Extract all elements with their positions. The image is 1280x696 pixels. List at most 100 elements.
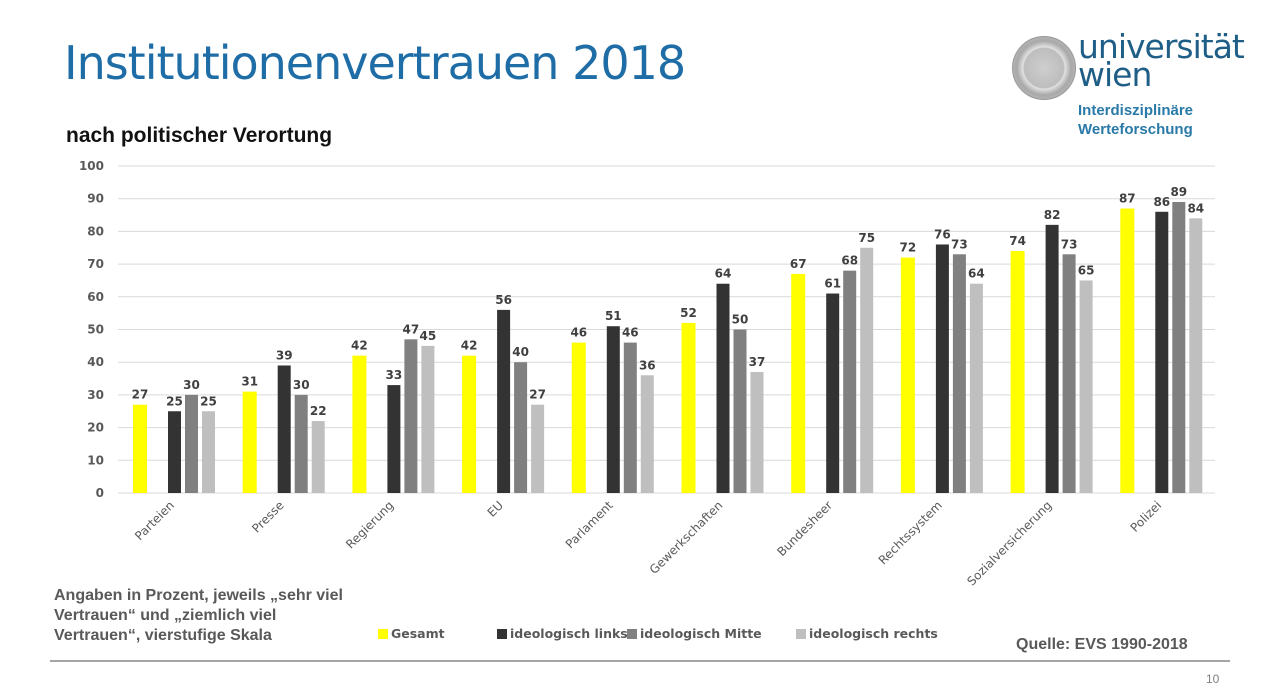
y-tick-label: 40 xyxy=(87,355,104,369)
data-label: 75 xyxy=(858,231,875,245)
data-label: 64 xyxy=(968,267,985,281)
data-label: 74 xyxy=(1009,234,1026,248)
y-tick-label: 80 xyxy=(87,224,104,238)
bar xyxy=(1189,218,1203,493)
bar xyxy=(531,404,545,493)
legend-item-gesamt: Gesamt xyxy=(378,626,445,641)
legend-swatch-mitte xyxy=(627,628,637,639)
data-label: 45 xyxy=(420,329,437,343)
data-label: 40 xyxy=(512,345,529,359)
bar xyxy=(1045,224,1059,494)
legend-label-mitte: ideologisch Mitte xyxy=(640,626,762,641)
source-citation: Quelle: EVS 1990-2018 xyxy=(1016,636,1188,653)
data-label: 31 xyxy=(241,375,258,389)
legend-item-mitte: ideologisch Mitte xyxy=(627,626,762,641)
x-tick-label: Regierung xyxy=(343,498,396,551)
bar xyxy=(843,270,857,493)
data-label: 56 xyxy=(495,293,512,307)
slide-title: Institutionenvertrauen 2018 xyxy=(64,36,686,90)
bar xyxy=(497,309,511,493)
university-seal-icon xyxy=(1012,36,1076,100)
data-label: 36 xyxy=(639,358,656,372)
data-label: 86 xyxy=(1153,195,1170,209)
y-tick-label: 60 xyxy=(87,290,104,304)
y-tick-label: 20 xyxy=(87,421,104,435)
bar xyxy=(352,355,367,493)
bar xyxy=(462,355,477,493)
data-label: 25 xyxy=(166,394,183,408)
bar xyxy=(571,342,586,493)
bar xyxy=(514,362,528,493)
bar xyxy=(1120,208,1135,493)
x-tick-label: EU xyxy=(485,498,506,519)
legend-label-links: ideologisch links xyxy=(510,626,628,641)
bar xyxy=(185,394,198,493)
data-label: 25 xyxy=(200,394,217,408)
bar xyxy=(277,365,291,493)
bar xyxy=(860,247,874,493)
bar xyxy=(606,326,620,493)
data-label: 51 xyxy=(605,309,622,323)
legend-item-links: ideologisch links xyxy=(497,626,628,641)
data-label: 30 xyxy=(293,378,310,392)
data-label: 64 xyxy=(715,267,732,281)
bar xyxy=(294,394,308,493)
bar xyxy=(387,385,401,493)
logo-unit-line1: Interdisziplinäre xyxy=(1078,102,1194,119)
data-label: 30 xyxy=(183,378,200,392)
bar xyxy=(750,372,764,493)
data-label: 73 xyxy=(951,237,968,251)
bar xyxy=(1172,201,1186,493)
data-label: 76 xyxy=(934,227,951,241)
bar xyxy=(791,273,806,493)
data-label: 72 xyxy=(900,241,917,255)
bar xyxy=(421,345,435,493)
data-label: 73 xyxy=(1061,237,1078,251)
y-tick-label: 30 xyxy=(87,388,104,402)
bar xyxy=(133,404,147,493)
bar xyxy=(623,342,637,493)
y-tick-label: 50 xyxy=(87,323,104,337)
bar xyxy=(716,283,730,493)
data-label: 37 xyxy=(749,355,766,369)
bar xyxy=(952,254,966,493)
bar xyxy=(826,293,840,493)
data-label: 47 xyxy=(403,322,420,336)
x-tick-label: Gewerkschaften xyxy=(647,498,726,577)
university-logo: universität wien Interdisziplinäre Werte… xyxy=(1012,30,1245,146)
data-label: 46 xyxy=(570,326,587,340)
bar xyxy=(969,283,983,493)
x-tick-label: Polizei xyxy=(1128,498,1165,535)
logo-unit-line2: Werteforschung xyxy=(1078,121,1193,138)
chart-subtitle: nach politischer Verortung xyxy=(66,124,333,147)
bar xyxy=(640,375,654,493)
y-tick-label: 90 xyxy=(87,192,104,206)
y-tick-label: 100 xyxy=(79,159,104,173)
bar xyxy=(168,411,181,493)
x-tick-label: Bundesheer xyxy=(774,498,835,559)
bar xyxy=(900,257,915,493)
bar xyxy=(202,411,215,493)
legend-swatch-rechts xyxy=(796,628,806,639)
chart-note: Angaben in Prozent, jeweils „sehr viel V… xyxy=(54,587,343,644)
data-label: 33 xyxy=(386,368,403,382)
bar xyxy=(935,244,949,493)
data-label: 52 xyxy=(680,306,697,320)
data-label: 50 xyxy=(732,313,749,327)
bar xyxy=(242,391,257,493)
data-label: 82 xyxy=(1044,208,1061,222)
data-label: 87 xyxy=(1119,192,1136,206)
footer-divider xyxy=(50,660,1230,662)
data-label: 84 xyxy=(1187,201,1204,215)
data-label: 27 xyxy=(529,388,546,402)
data-label: 89 xyxy=(1170,185,1187,199)
y-tick-label: 70 xyxy=(87,257,104,271)
bar xyxy=(1079,280,1093,493)
data-label: 65 xyxy=(1078,263,1095,277)
data-label: 68 xyxy=(841,254,858,268)
page-number: 10 xyxy=(1206,672,1220,686)
y-tick-label: 10 xyxy=(87,453,104,467)
data-label: 61 xyxy=(824,277,841,291)
x-tick-label: Sozialversicherung xyxy=(964,498,1054,588)
bar xyxy=(1010,251,1025,493)
